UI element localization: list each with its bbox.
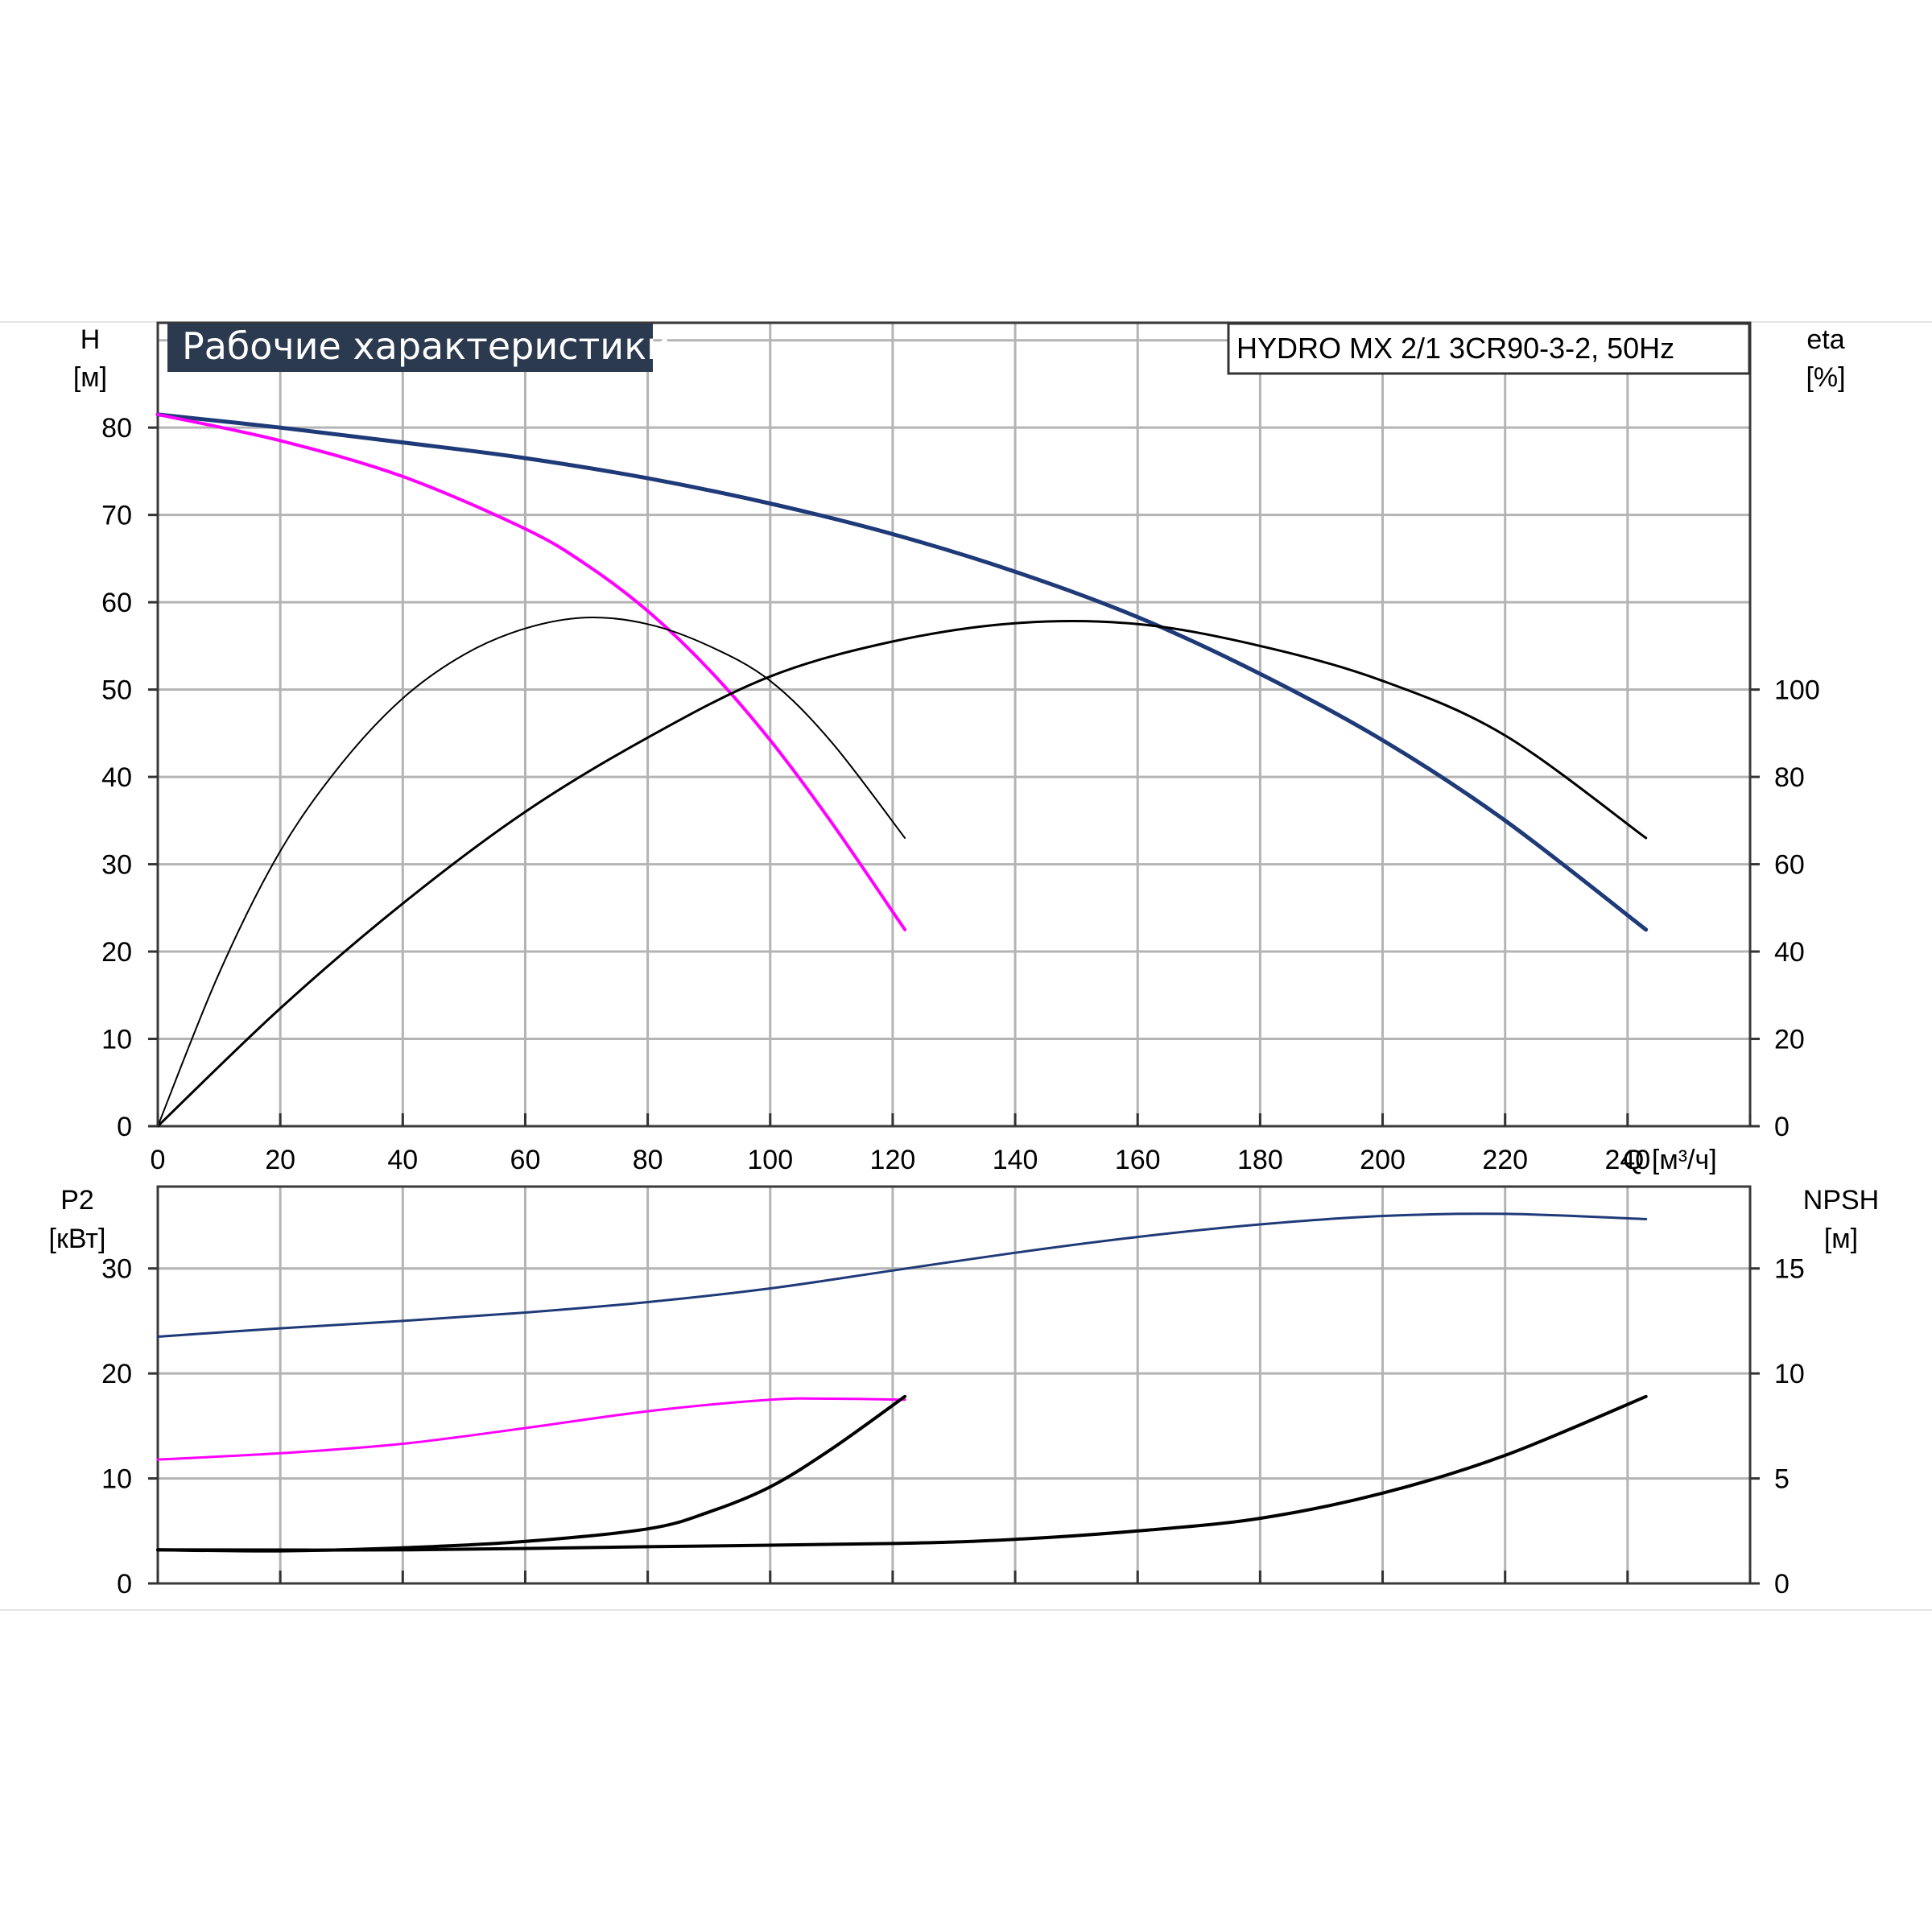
upper-y-left-tick-label: 0	[117, 1112, 132, 1142]
upper-y-right-tick-label: 80	[1774, 762, 1805, 793]
lower-plot-curves	[156, 1212, 1648, 1553]
lower-curve-3	[156, 1394, 1648, 1552]
npsh-label-name: NPSH	[1803, 1185, 1879, 1216]
upper-y-right-tick-label: 20	[1774, 1025, 1805, 1055]
y-left-label-name: H	[80, 324, 101, 355]
upper-y-right-tick-label: 40	[1774, 937, 1805, 968]
x-tick-label: 0	[151, 1145, 166, 1175]
lower-y-left-tick-label: 10	[101, 1464, 132, 1495]
lower-plot-grid	[158, 1187, 1750, 1583]
p2-label-name: P2	[60, 1185, 94, 1216]
chart-title: Рабочие характеристики	[182, 324, 671, 368]
upper-curve-1	[156, 412, 907, 931]
y-right-label-name: eta	[1806, 324, 1844, 355]
upper-plot-curves	[155, 412, 1649, 1128]
upper-y-left-tick-label: 40	[101, 762, 132, 793]
upper-y-right-tick-label: 60	[1774, 850, 1805, 881]
upper-y-left-tick-label: 50	[101, 675, 132, 706]
lower-y-left-tick-label: 30	[101, 1254, 132, 1285]
upper-y-right-tick-label: 0	[1774, 1112, 1790, 1142]
upper-y-left-tick-label: 10	[101, 1025, 132, 1055]
x-tick-label: 140	[993, 1145, 1038, 1175]
p2-label-unit: [кВт]	[49, 1224, 106, 1254]
x-tick-label: 180	[1237, 1145, 1283, 1175]
upper-y-left-tick-label: 60	[101, 588, 132, 618]
y-right-label-unit: [%]	[1806, 362, 1845, 393]
x-tick-label: 220	[1482, 1145, 1528, 1175]
upper-y-left-tick-label: 30	[101, 850, 132, 881]
x-tick-label: 60	[510, 1145, 541, 1175]
lower-y-right-tick-label: 10	[1774, 1359, 1805, 1389]
chart-title-box	[167, 324, 653, 372]
tick-labels: 0102030405060708002040608010001020300510…	[101, 413, 1820, 1600]
x-tick-label: 200	[1360, 1145, 1406, 1175]
upper-y-left-tick-label: 20	[101, 937, 132, 968]
x-tick-label: 40	[387, 1145, 418, 1175]
upper-plot-frame	[156, 321, 1752, 1128]
model-label-box	[1227, 322, 1751, 375]
lower-y-right-tick-label: 15	[1774, 1254, 1805, 1285]
lower-y-right-tick-label: 5	[1774, 1464, 1790, 1495]
upper-curve-2	[157, 616, 906, 1127]
x-tick-label: 160	[1115, 1145, 1161, 1175]
lower-y-left-tick-label: 20	[101, 1359, 132, 1389]
upper-curve-3	[156, 620, 1648, 1128]
x-tick-label: 20	[265, 1145, 295, 1175]
upper-y-left-tick-label: 70	[101, 501, 132, 531]
npsh-label-unit: [м]	[1824, 1224, 1858, 1254]
x-tick-label: 100	[747, 1145, 793, 1175]
x-tick-label: 120	[870, 1145, 916, 1175]
lower-curve-1	[156, 1397, 906, 1461]
model-label: HYDRO MX 2/1 3CR90-3-2, 50Hz	[1236, 332, 1674, 365]
upper-y-left-tick-label: 80	[101, 413, 132, 444]
y-left-label-unit: [м]	[73, 362, 107, 393]
lower-curve-0	[156, 1212, 1648, 1338]
x-tick-label: 240	[1604, 1145, 1650, 1175]
lower-y-right-tick-label: 0	[1774, 1569, 1790, 1600]
lower-y-left-tick-label: 0	[117, 1569, 132, 1600]
upper-y-right-tick-label: 100	[1774, 675, 1820, 706]
upper-curve-0	[155, 412, 1649, 932]
x-tick-label: 80	[633, 1145, 663, 1175]
lower-plot-frame	[156, 1185, 1752, 1585]
lower-curve-2	[156, 1394, 907, 1553]
x-axis-label: Q [м³/ч]	[1623, 1145, 1717, 1175]
